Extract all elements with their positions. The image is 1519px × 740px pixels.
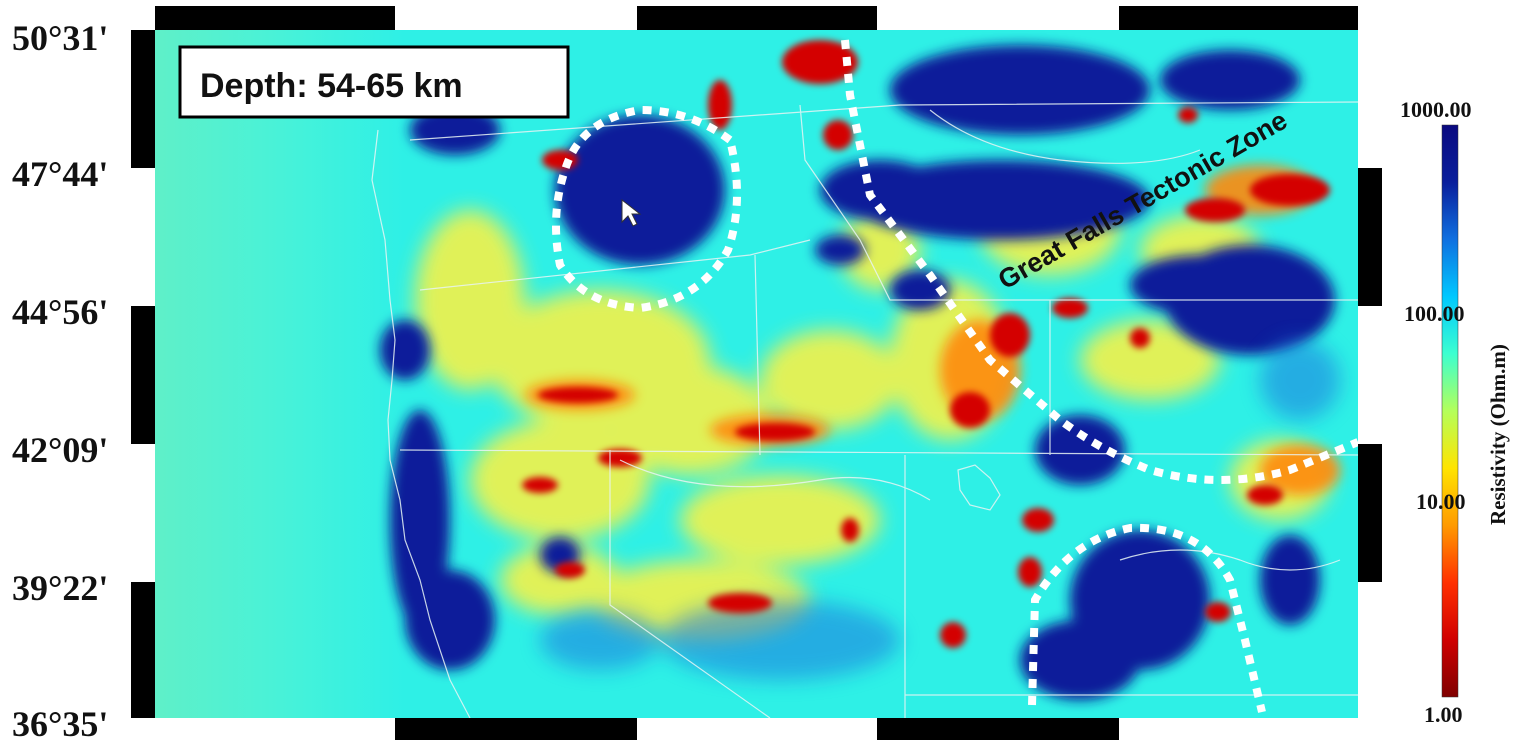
plateau-outline (552, 105, 742, 313)
latitude-labels: 50°31' 47°44' 44°56' 42°09' 39°22' 36°35… (12, 18, 108, 740)
ocean-area (155, 30, 405, 718)
great-salt-lake (957, 464, 1001, 511)
river (929, 109, 1201, 164)
medium-blue-zones (540, 340, 1340, 680)
lat-label: 36°35' (12, 704, 108, 740)
state-boundary (419, 239, 811, 291)
colorbar-tick-label: 10.00 (1416, 489, 1466, 514)
colorbar-tick-label: 1.00 (1424, 702, 1463, 727)
state-boundary (409, 101, 1358, 141)
colorbar-tick-label: 100.00 (1404, 301, 1465, 326)
river (1119, 549, 1341, 571)
lat-label: 47°44' (12, 154, 108, 194)
colorbar-scale (1441, 124, 1459, 698)
state-boundary (399, 449, 1358, 456)
resistivity-map: Great Falls Tectonic Zone (155, 30, 1358, 718)
state-boundary (754, 254, 761, 456)
geographic-boundaries (371, 101, 1358, 718)
colorbar: 1000.00 100.00 10.00 1.00 Resistivity (O… (1400, 97, 1510, 727)
lat-label: 44°56' (12, 292, 108, 332)
colorbar-tick-label: 1000.00 (1400, 97, 1472, 122)
depth-label: Depth: 54-65 km (200, 67, 463, 105)
cursor-icon (621, 198, 642, 227)
gftz-boundary (841, 39, 1358, 484)
annotation-outlines (552, 39, 1358, 713)
colorbar-title: Resistivity (Ohm.m) (1486, 344, 1510, 525)
state-boundary (799, 104, 1358, 301)
lat-label: 50°31' (12, 18, 108, 58)
lat-label: 39°22' (12, 568, 108, 608)
state-boundary (609, 450, 771, 718)
map-frame (131, 6, 1382, 740)
river (619, 459, 931, 501)
coastline (371, 129, 471, 718)
depth-label-box: Depth: 54-65 km (178, 45, 570, 119)
lat-label: 42°09' (12, 430, 108, 470)
low-resistivity-anomalies (522, 40, 1330, 648)
moderate-resistivity-patches (415, 185, 1330, 640)
basin-outline (1028, 523, 1266, 713)
